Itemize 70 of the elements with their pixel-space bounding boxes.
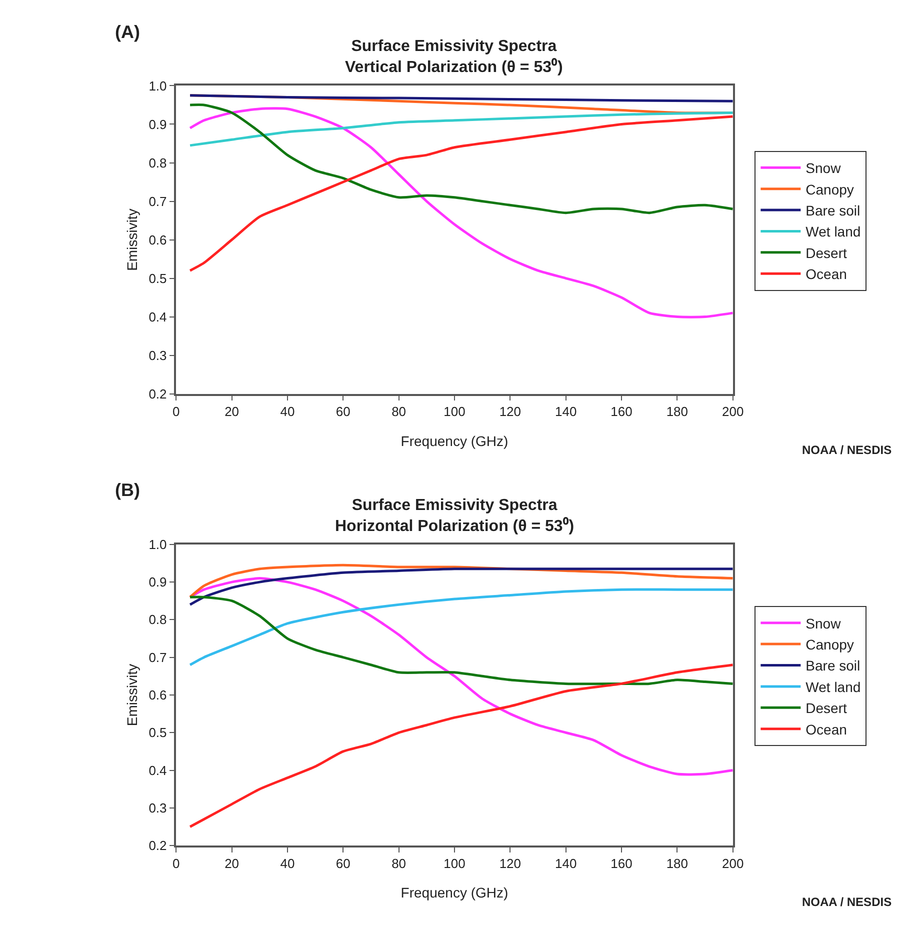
legend-label: Canopy [806,181,854,198]
x-tick-label: 200 [722,404,744,420]
text: NOAA / NESDIS [802,443,892,457]
legend-label: Ocean [806,266,847,282]
x-tick-label: 120 [499,856,522,871]
x-tick-label: 40 [280,404,295,420]
x-tick-label: 20 [224,404,240,420]
y-tick-label: 0.5 [148,270,167,286]
x-tick-label: 40 [280,856,295,871]
legend-label: Snow [806,615,842,632]
x-tick-label: 200 [722,856,744,871]
legend-label: Bare soil [806,658,860,674]
y-tick-label: 0.6 [148,232,167,248]
y-tick-label: 0.4 [148,309,167,324]
x-tick-label: 60 [336,856,350,871]
x-tick-label: 60 [336,404,350,420]
line-series [188,115,733,272]
legend-label: Wet land [806,678,861,695]
line-series [188,588,733,666]
y-tick-label: 0.2 [148,838,167,854]
text: NOAA / NESDIS [802,895,892,909]
line-series [188,596,733,686]
chart-title: Surface Emissivity Spectra Horizontal Polarization (θ = 53⁰) [335,497,574,535]
y-tick-label: 1.0 [148,536,167,552]
x-tick-label: 140 [554,856,577,871]
legend-label: Wet land [806,224,861,240]
legend-label: Desert [806,700,848,716]
chart-title: Surface Emissivity Spectra Vertical Polarization (θ = 53⁰) [345,38,563,76]
x-tick-label: 80 [392,404,406,420]
y-tick-label: 0.5 [148,725,167,740]
x-axis-title: Frequency (GHz) [400,884,508,901]
line-series [188,104,733,214]
y-tick-label: 0.9 [148,574,167,590]
y-axis-title: Emissivity [124,208,140,271]
x-tick-label: 100 [444,856,466,871]
line-series [188,567,733,606]
y-tick-label: 0.4 [148,762,167,778]
x-axis-title: Frequency (GHz) [400,432,508,449]
y-tick-label: 0.3 [148,348,167,363]
x-tick-label: 0 [172,404,180,420]
y-tick-label: 0.6 [148,688,167,703]
x-tick-label: 160 [610,404,632,420]
text: (B) [115,480,140,500]
legend-label: Ocean [806,721,847,738]
legend-label: Snow [806,160,842,176]
line-series [188,107,733,318]
x-tick-label: 180 [666,404,688,420]
x-tick-label: 20 [224,856,240,871]
x-tick-label: 0 [172,856,180,871]
y-tick-label: 0.8 [148,612,167,628]
legend-label: Desert [806,244,848,261]
y-tick-label: 0.9 [148,116,167,132]
x-tick-label: 100 [444,404,466,420]
x-tick-label: 80 [392,856,406,871]
y-tick-label: 0.2 [148,386,167,402]
x-tick-label: 120 [499,404,522,420]
legend-label: Canopy [806,636,854,653]
y-tick-label: 0.7 [148,650,167,665]
x-tick-label: 180 [666,856,688,871]
y-tick-label: 0.7 [148,194,167,209]
legend-label: Bare soil [806,202,860,218]
line-series [188,664,733,828]
y-tick-label: 0.3 [148,800,167,816]
y-tick-label: 1.0 [148,78,167,94]
x-tick-label: 140 [554,404,577,420]
y-axis-title: Emissivity [124,664,140,726]
text: (A) [115,22,140,42]
y-tick-label: 0.8 [148,155,167,170]
x-tick-label: 160 [610,856,632,871]
line-series [188,111,733,147]
